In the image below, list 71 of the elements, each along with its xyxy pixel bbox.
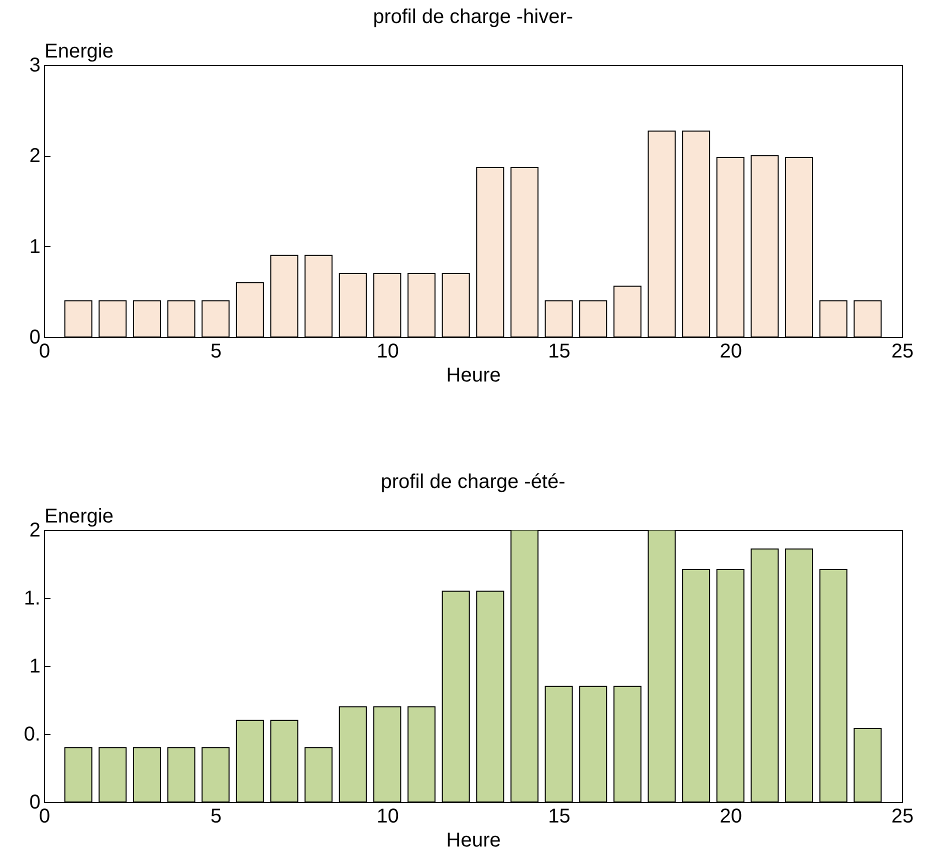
bar <box>510 166 538 337</box>
x-tick-label: 25 <box>891 806 914 828</box>
x-tick-label: 20 <box>720 806 742 828</box>
x-axis-title: Heure <box>446 830 501 850</box>
bar <box>785 156 814 337</box>
bar <box>304 747 333 802</box>
bar <box>373 706 402 802</box>
bar <box>64 747 92 802</box>
x-tick-label: 5 <box>210 340 222 362</box>
bar <box>682 568 710 802</box>
bar <box>544 300 573 337</box>
x-tick-label: 20 <box>720 340 742 362</box>
x-tick-label: 5 <box>210 806 222 828</box>
chart-title: profil de charge -été- <box>380 471 566 493</box>
x-axis-title: Heure <box>446 364 501 386</box>
bar <box>854 728 882 802</box>
bar <box>442 590 470 802</box>
y-tick-label: 1 <box>29 656 40 678</box>
bar <box>64 300 92 337</box>
bar <box>716 156 744 337</box>
x-tick-label: 15 <box>548 806 570 828</box>
bar <box>304 254 333 337</box>
bar <box>236 282 264 337</box>
x-tick-label: 10 <box>376 806 399 828</box>
bar <box>785 548 814 802</box>
bar <box>750 548 779 802</box>
bar <box>476 590 504 802</box>
y-tick-label: 1. <box>24 588 40 610</box>
bar <box>819 568 848 802</box>
bar <box>716 568 744 802</box>
y-tick-label: 3 <box>29 54 40 76</box>
bar <box>408 273 436 337</box>
bar <box>270 720 298 802</box>
chart-title: profil de charge -hiver- <box>372 6 574 28</box>
bar <box>236 720 264 802</box>
bar <box>613 686 642 802</box>
bar <box>544 686 573 802</box>
x-tick-label: 25 <box>891 340 914 362</box>
bar <box>682 130 710 337</box>
y-tick-label: 2 <box>29 145 40 168</box>
bar <box>408 706 436 802</box>
bar <box>202 300 230 337</box>
x-tick-label: 10 <box>376 340 399 362</box>
bar <box>202 747 230 802</box>
y-axis-title: Energie <box>44 506 114 528</box>
bar <box>167 747 196 802</box>
bar <box>132 747 161 802</box>
bar <box>98 747 127 802</box>
y-tick-label: 0. <box>24 724 40 746</box>
bar <box>613 286 642 337</box>
bar <box>270 254 298 337</box>
y-axis-title: Energie <box>44 40 114 62</box>
y-tick-label: 2 <box>29 520 40 542</box>
y-tick-label: 1 <box>29 236 40 258</box>
bar <box>476 166 504 337</box>
bar <box>750 155 779 337</box>
y-tick-label: 0 <box>29 792 40 814</box>
bar <box>579 686 608 802</box>
bar <box>579 300 608 337</box>
bar <box>338 273 367 337</box>
bar <box>167 300 196 337</box>
bar <box>819 300 848 337</box>
bar <box>98 300 127 337</box>
y-tick-label: 0 <box>29 326 40 348</box>
x-tick-label: 15 <box>548 340 570 362</box>
bar <box>338 706 367 802</box>
bar <box>854 300 882 337</box>
bar <box>373 273 402 337</box>
bar <box>442 273 470 337</box>
bar <box>648 130 676 337</box>
bar <box>132 300 161 337</box>
